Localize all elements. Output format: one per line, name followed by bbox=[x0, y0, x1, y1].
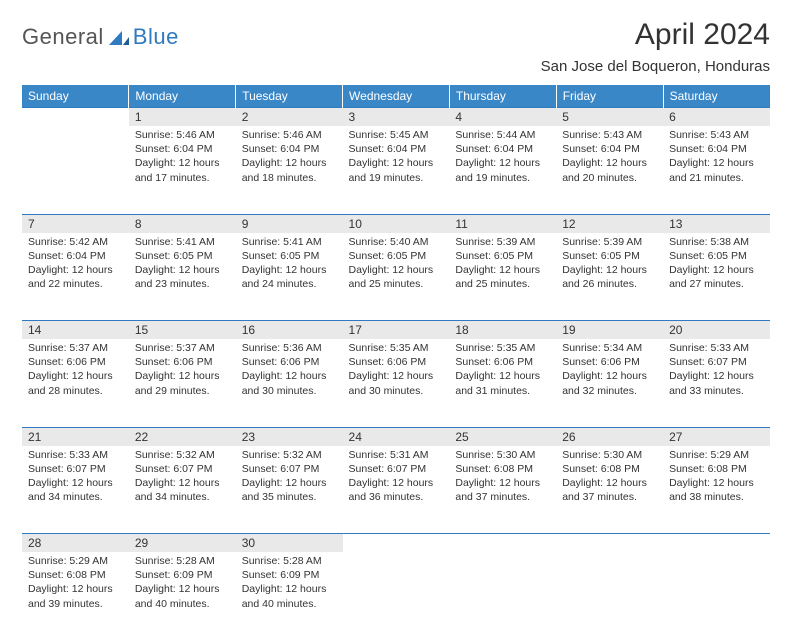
day-number-cell: 20 bbox=[663, 321, 770, 340]
day-content-cell: Sunrise: 5:34 AMSunset: 6:06 PMDaylight:… bbox=[556, 339, 663, 427]
day-content-cell: Sunrise: 5:44 AMSunset: 6:04 PMDaylight:… bbox=[449, 126, 556, 214]
day-content-cell: Sunrise: 5:46 AMSunset: 6:04 PMDaylight:… bbox=[236, 126, 343, 214]
day-number-cell bbox=[449, 534, 556, 553]
day-content-cell: Sunrise: 5:41 AMSunset: 6:05 PMDaylight:… bbox=[129, 233, 236, 321]
day-content-cell: Sunrise: 5:43 AMSunset: 6:04 PMDaylight:… bbox=[556, 126, 663, 214]
day-content-cell: Sunrise: 5:28 AMSunset: 6:09 PMDaylight:… bbox=[236, 552, 343, 640]
day-content-cell: Sunrise: 5:37 AMSunset: 6:06 PMDaylight:… bbox=[22, 339, 129, 427]
day-number-cell: 5 bbox=[556, 108, 663, 127]
day-content-row: Sunrise: 5:37 AMSunset: 6:06 PMDaylight:… bbox=[22, 339, 770, 427]
day-content-cell: Sunrise: 5:39 AMSunset: 6:05 PMDaylight:… bbox=[449, 233, 556, 321]
day-number-cell: 12 bbox=[556, 214, 663, 233]
day-number-cell: 29 bbox=[129, 534, 236, 553]
day-content-cell: Sunrise: 5:29 AMSunset: 6:08 PMDaylight:… bbox=[22, 552, 129, 640]
logo-word-2: Blue bbox=[133, 24, 179, 50]
title-block: April 2024 San Jose del Boqueron, Hondur… bbox=[541, 18, 770, 75]
day-number-row: 14151617181920 bbox=[22, 321, 770, 340]
day-content-cell: Sunrise: 5:41 AMSunset: 6:05 PMDaylight:… bbox=[236, 233, 343, 321]
day-number-cell: 14 bbox=[22, 321, 129, 340]
day-number-row: 123456 bbox=[22, 108, 770, 127]
day-number-row: 78910111213 bbox=[22, 214, 770, 233]
day-content-row: Sunrise: 5:42 AMSunset: 6:04 PMDaylight:… bbox=[22, 233, 770, 321]
weekday-header: Monday bbox=[129, 85, 236, 108]
day-content-row: Sunrise: 5:29 AMSunset: 6:08 PMDaylight:… bbox=[22, 552, 770, 640]
day-content-cell: Sunrise: 5:29 AMSunset: 6:08 PMDaylight:… bbox=[663, 446, 770, 534]
day-number-cell: 27 bbox=[663, 427, 770, 446]
day-number-row: 282930 bbox=[22, 534, 770, 553]
day-number-cell: 1 bbox=[129, 108, 236, 127]
day-content-cell: Sunrise: 5:38 AMSunset: 6:05 PMDaylight:… bbox=[663, 233, 770, 321]
day-content-cell: Sunrise: 5:45 AMSunset: 6:04 PMDaylight:… bbox=[343, 126, 450, 214]
day-number-cell bbox=[343, 534, 450, 553]
day-content-cell: Sunrise: 5:28 AMSunset: 6:09 PMDaylight:… bbox=[129, 552, 236, 640]
day-content-cell: Sunrise: 5:33 AMSunset: 6:07 PMDaylight:… bbox=[22, 446, 129, 534]
day-number-cell: 3 bbox=[343, 108, 450, 127]
day-content-cell: Sunrise: 5:46 AMSunset: 6:04 PMDaylight:… bbox=[129, 126, 236, 214]
day-content-cell: Sunrise: 5:37 AMSunset: 6:06 PMDaylight:… bbox=[129, 339, 236, 427]
day-number-cell: 24 bbox=[343, 427, 450, 446]
day-content-cell bbox=[556, 552, 663, 640]
day-content-row: Sunrise: 5:33 AMSunset: 6:07 PMDaylight:… bbox=[22, 446, 770, 534]
day-content-cell bbox=[663, 552, 770, 640]
day-content-cell: Sunrise: 5:35 AMSunset: 6:06 PMDaylight:… bbox=[449, 339, 556, 427]
weekday-header: Wednesday bbox=[343, 85, 450, 108]
day-number-cell: 21 bbox=[22, 427, 129, 446]
day-content-cell: Sunrise: 5:40 AMSunset: 6:05 PMDaylight:… bbox=[343, 233, 450, 321]
weekday-header: Sunday bbox=[22, 85, 129, 108]
day-content-cell: Sunrise: 5:30 AMSunset: 6:08 PMDaylight:… bbox=[449, 446, 556, 534]
day-number-cell: 10 bbox=[343, 214, 450, 233]
day-content-cell: Sunrise: 5:43 AMSunset: 6:04 PMDaylight:… bbox=[663, 126, 770, 214]
day-number-cell: 7 bbox=[22, 214, 129, 233]
day-content-cell: Sunrise: 5:30 AMSunset: 6:08 PMDaylight:… bbox=[556, 446, 663, 534]
day-number-cell: 30 bbox=[236, 534, 343, 553]
logo-word-1: General bbox=[22, 24, 104, 50]
weekday-header: Tuesday bbox=[236, 85, 343, 108]
day-content-cell: Sunrise: 5:39 AMSunset: 6:05 PMDaylight:… bbox=[556, 233, 663, 321]
day-number-cell: 23 bbox=[236, 427, 343, 446]
day-content-cell: Sunrise: 5:32 AMSunset: 6:07 PMDaylight:… bbox=[236, 446, 343, 534]
day-number-cell bbox=[556, 534, 663, 553]
day-number-cell: 9 bbox=[236, 214, 343, 233]
day-number-cell: 26 bbox=[556, 427, 663, 446]
day-number-cell: 17 bbox=[343, 321, 450, 340]
day-number-cell: 16 bbox=[236, 321, 343, 340]
day-number-row: 21222324252627 bbox=[22, 427, 770, 446]
day-content-cell: Sunrise: 5:42 AMSunset: 6:04 PMDaylight:… bbox=[22, 233, 129, 321]
weekday-header: Saturday bbox=[663, 85, 770, 108]
day-number-cell bbox=[22, 108, 129, 127]
day-number-cell: 6 bbox=[663, 108, 770, 127]
day-content-cell: Sunrise: 5:36 AMSunset: 6:06 PMDaylight:… bbox=[236, 339, 343, 427]
day-number-cell: 11 bbox=[449, 214, 556, 233]
day-content-cell bbox=[449, 552, 556, 640]
header: General Blue April 2024 San Jose del Boq… bbox=[22, 18, 770, 75]
day-content-cell bbox=[22, 126, 129, 214]
sail-icon bbox=[109, 31, 129, 45]
day-number-cell: 15 bbox=[129, 321, 236, 340]
day-number-cell: 8 bbox=[129, 214, 236, 233]
day-number-cell: 25 bbox=[449, 427, 556, 446]
day-number-cell: 2 bbox=[236, 108, 343, 127]
day-number-cell bbox=[663, 534, 770, 553]
day-content-cell: Sunrise: 5:32 AMSunset: 6:07 PMDaylight:… bbox=[129, 446, 236, 534]
day-number-cell: 22 bbox=[129, 427, 236, 446]
day-content-cell: Sunrise: 5:35 AMSunset: 6:06 PMDaylight:… bbox=[343, 339, 450, 427]
day-number-cell: 13 bbox=[663, 214, 770, 233]
logo: General Blue bbox=[22, 24, 179, 50]
day-number-cell: 18 bbox=[449, 321, 556, 340]
calendar-table: SundayMondayTuesdayWednesdayThursdayFrid… bbox=[22, 85, 770, 640]
day-content-cell: Sunrise: 5:31 AMSunset: 6:07 PMDaylight:… bbox=[343, 446, 450, 534]
day-content-cell bbox=[343, 552, 450, 640]
weekday-header-row: SundayMondayTuesdayWednesdayThursdayFrid… bbox=[22, 85, 770, 108]
day-content-row: Sunrise: 5:46 AMSunset: 6:04 PMDaylight:… bbox=[22, 126, 770, 214]
weekday-header: Friday bbox=[556, 85, 663, 108]
location-label: San Jose del Boqueron, Honduras bbox=[541, 58, 770, 75]
day-number-cell: 4 bbox=[449, 108, 556, 127]
day-content-cell: Sunrise: 5:33 AMSunset: 6:07 PMDaylight:… bbox=[663, 339, 770, 427]
day-number-cell: 28 bbox=[22, 534, 129, 553]
day-number-cell: 19 bbox=[556, 321, 663, 340]
weekday-header: Thursday bbox=[449, 85, 556, 108]
page-title: April 2024 bbox=[541, 18, 770, 52]
